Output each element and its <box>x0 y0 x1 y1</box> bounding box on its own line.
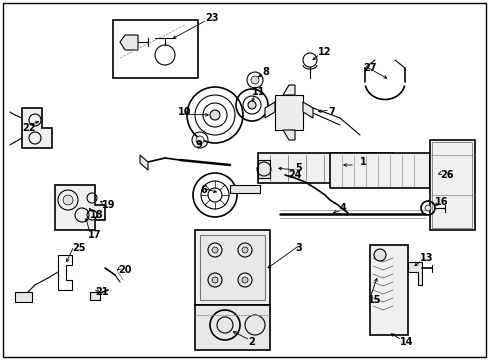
Polygon shape <box>120 35 138 50</box>
Bar <box>258 153 392 183</box>
Polygon shape <box>283 130 294 140</box>
Bar <box>195 305 269 350</box>
Text: 12: 12 <box>317 47 331 57</box>
Circle shape <box>212 247 218 253</box>
Bar <box>431 142 471 228</box>
Circle shape <box>247 101 256 109</box>
Polygon shape <box>55 185 105 230</box>
Text: 26: 26 <box>439 170 452 180</box>
Text: 19: 19 <box>102 200 115 210</box>
Polygon shape <box>407 262 421 285</box>
Text: 11: 11 <box>251 87 265 97</box>
Text: 21: 21 <box>95 287 108 297</box>
Bar <box>369 245 407 335</box>
Circle shape <box>242 277 247 283</box>
Text: 16: 16 <box>434 197 447 207</box>
Bar <box>329 153 429 188</box>
Circle shape <box>373 249 385 261</box>
Text: 13: 13 <box>419 253 433 263</box>
Text: 9: 9 <box>195 140 202 150</box>
Circle shape <box>63 195 73 205</box>
Bar <box>113 20 198 78</box>
Text: 6: 6 <box>200 185 206 195</box>
Polygon shape <box>90 292 100 300</box>
Polygon shape <box>140 155 148 170</box>
Bar <box>429 140 474 230</box>
Text: 17: 17 <box>88 230 102 240</box>
Text: 25: 25 <box>72 243 85 253</box>
Circle shape <box>242 247 247 253</box>
Circle shape <box>196 136 203 144</box>
Circle shape <box>424 205 430 211</box>
Polygon shape <box>303 102 312 118</box>
Text: 15: 15 <box>367 295 381 305</box>
Text: 7: 7 <box>327 107 334 117</box>
Text: 10: 10 <box>178 107 191 117</box>
Text: 18: 18 <box>90 210 103 220</box>
Circle shape <box>209 110 220 120</box>
Text: 5: 5 <box>294 163 301 173</box>
Bar <box>274 95 303 130</box>
Text: 23: 23 <box>204 13 218 23</box>
Text: 27: 27 <box>362 63 376 73</box>
Polygon shape <box>22 108 52 148</box>
Bar <box>200 235 264 300</box>
Circle shape <box>250 76 259 84</box>
Text: 20: 20 <box>118 265 131 275</box>
Text: 22: 22 <box>22 123 36 133</box>
Bar <box>195 230 269 305</box>
Polygon shape <box>264 102 274 118</box>
Text: 3: 3 <box>294 243 301 253</box>
Polygon shape <box>15 292 32 302</box>
Text: 1: 1 <box>359 157 366 167</box>
Text: 4: 4 <box>339 203 346 213</box>
Bar <box>229 185 260 193</box>
Text: 24: 24 <box>287 170 301 180</box>
Polygon shape <box>283 85 294 95</box>
Text: 8: 8 <box>262 67 268 77</box>
Text: 14: 14 <box>399 337 413 347</box>
Circle shape <box>212 277 218 283</box>
Text: 2: 2 <box>247 337 254 347</box>
Bar <box>258 160 269 178</box>
